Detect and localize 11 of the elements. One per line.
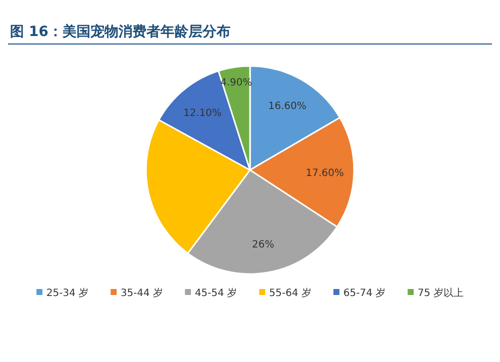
legend-label: 55-64 岁 (269, 287, 312, 299)
chart-title: 图 16：美国宠物消费者年龄层分布 (10, 23, 230, 40)
data-label: 17.60% (306, 168, 344, 179)
legend-label: 45-54 岁 (194, 287, 238, 299)
legend-label: 75 岁以上 (418, 287, 464, 299)
data-label: 16.60% (268, 101, 306, 112)
legend-label: 25-34 岁 (46, 287, 89, 299)
legend-label: 35-44 岁 (120, 287, 163, 299)
legend-label: 65-74 岁 (343, 287, 386, 299)
data-label: 26% (252, 240, 274, 251)
data-label: 12.10% (183, 108, 222, 120)
